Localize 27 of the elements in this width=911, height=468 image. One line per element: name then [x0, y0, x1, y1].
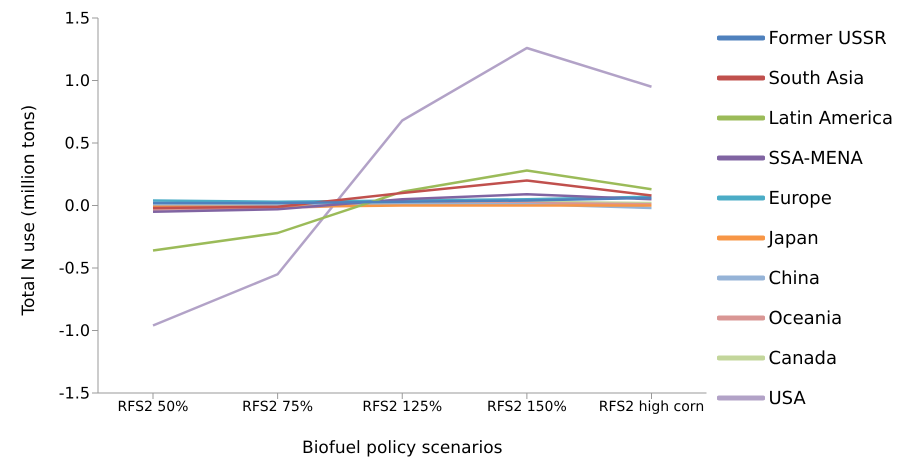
x-tick-label: RFS2 150%	[486, 398, 567, 415]
legend-label: Japan	[768, 228, 819, 248]
legend-label: SSA-MENA	[768, 148, 863, 168]
y-tick-label: 1.0	[64, 71, 90, 90]
x-tick-label: RFS2 75%	[242, 398, 314, 415]
line-series	[152, 169, 653, 252]
line-series	[152, 46, 653, 327]
legend-label: Europe	[768, 188, 832, 208]
y-tick-label: -1.0	[58, 321, 90, 340]
legend-label: Oceania	[768, 308, 842, 328]
legend-label: USA	[768, 388, 806, 408]
x-tick-label: RFS2 125%	[362, 398, 442, 415]
x-tick-label: RFS2 50%	[118, 398, 188, 415]
y-tick-label: -1.5	[58, 384, 90, 403]
legend-label: Canada	[768, 348, 837, 368]
x-axis-title: Biofuel policy scenarios	[302, 438, 503, 458]
y-tick-label: -0.5	[58, 258, 90, 278]
legend-label: China	[768, 268, 820, 288]
line-series	[152, 179, 653, 210]
y-tick-label: 0.5	[64, 134, 90, 153]
x-tick-label: RFS2 high corn	[598, 398, 704, 415]
y-tick-label: 0.0	[64, 196, 90, 216]
legend-label: Former USSR	[768, 28, 887, 48]
y-tick-label: 1.5	[64, 8, 90, 28]
legend-label: South Asia	[768, 68, 864, 88]
y-axis-title: Total N use (million tons)	[19, 104, 40, 316]
legend-label: Latin America	[768, 108, 893, 128]
